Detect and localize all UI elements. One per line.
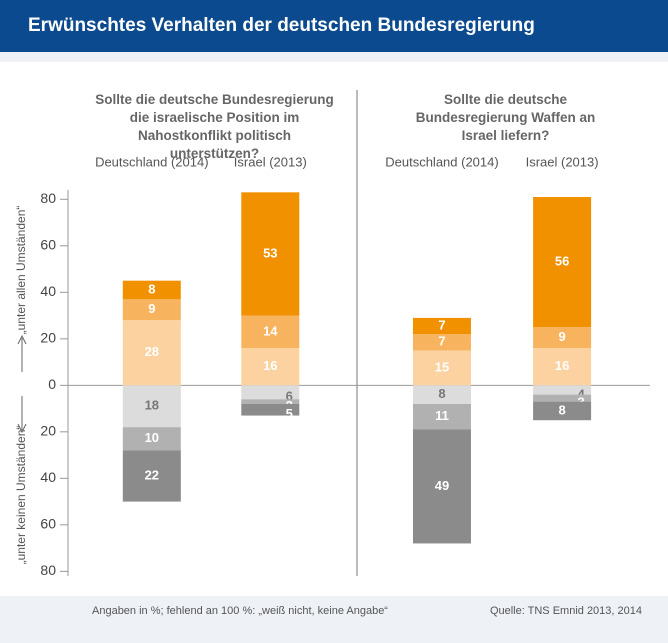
value-label: 5: [286, 406, 293, 421]
category-label: Israel (2013): [526, 154, 599, 169]
value-label: 7: [438, 334, 445, 349]
value-label: 56: [555, 254, 569, 269]
value-label: 8: [558, 402, 565, 417]
value-label: 9: [148, 301, 155, 316]
value-label: 28: [145, 344, 159, 359]
header-title: Erwünschtes Verhalten der deutschen Bund…: [28, 15, 535, 36]
bar-segment: [412, 403, 471, 430]
value-label: 9: [558, 329, 565, 344]
bar-segment: [533, 348, 592, 386]
y-tick-label: 40: [40, 283, 56, 299]
bar-segment: [241, 399, 300, 404]
value-label: 6: [286, 389, 293, 404]
value-label: 11: [435, 408, 449, 423]
arrow-up: [17, 334, 27, 372]
value-label: 22: [145, 467, 159, 482]
y-tick-label: 20: [40, 330, 56, 346]
panel-title: Sollte die deutsche Bundesregierung Waffe…: [416, 92, 596, 143]
value-label: 18: [145, 398, 159, 413]
bar-segment: [122, 385, 181, 428]
value-label: 15: [435, 359, 449, 374]
bar-segment: [122, 320, 181, 386]
bar-segment: [241, 403, 300, 416]
y-tick-label: 0: [48, 376, 56, 392]
bar-segment: [412, 334, 471, 351]
category-label: Deutschland (2014): [95, 154, 208, 169]
value-label: 14: [263, 323, 278, 338]
value-label: 8: [148, 281, 155, 296]
bar-segment: [533, 401, 592, 421]
bar-segment: [241, 348, 300, 386]
bar-segment: [412, 385, 471, 404]
bar-segment: [122, 280, 181, 300]
bar-segment: [412, 317, 471, 335]
value-label: 53: [263, 245, 277, 260]
y-tick-label: 80: [40, 562, 56, 578]
y-tick-label: 60: [40, 516, 56, 532]
y-tick-label: 60: [40, 237, 56, 253]
bar-segment: [412, 429, 471, 544]
y-axis-title-top: „unter allen Umständen“: [14, 206, 28, 335]
value-label: 16: [555, 358, 569, 373]
header-band: [0, 0, 668, 52]
category-label: Israel (2013): [234, 154, 307, 169]
y-tick-label: 20: [40, 423, 56, 439]
value-label: 10: [145, 430, 159, 445]
y-axis-title-bottom: „unter keinen Umständen“: [14, 426, 28, 565]
category-label: Deutschland (2014): [385, 154, 498, 169]
bar-segment: [122, 299, 181, 321]
value-label: 49: [435, 478, 449, 493]
value-label: 8: [438, 386, 445, 401]
y-tick-label: 80: [40, 190, 56, 206]
y-tick-label: 40: [40, 469, 56, 485]
value-label: 4: [577, 386, 585, 401]
value-label: 16: [263, 358, 277, 373]
bar-segment: [241, 192, 300, 316]
bar-segment: [122, 427, 181, 451]
bar-segment: [533, 385, 592, 395]
bar-segment: [241, 385, 300, 400]
bar-segment: [412, 350, 471, 386]
value-label: 7: [438, 317, 445, 332]
bar-segment: [533, 394, 592, 402]
bar-segment: [122, 450, 181, 502]
bar-segment: [533, 327, 592, 349]
footnote: Angaben in %; fehlend an 100 %: „weiß ni…: [92, 605, 388, 617]
arrow-down: [17, 396, 27, 434]
bar-segment: [533, 196, 592, 328]
bar-segment: [241, 315, 300, 349]
source: Quelle: TNS Emnid 2013, 2014: [490, 605, 642, 617]
panel-title: Sollte die deutsche Bundesregierung die i…: [95, 92, 334, 161]
